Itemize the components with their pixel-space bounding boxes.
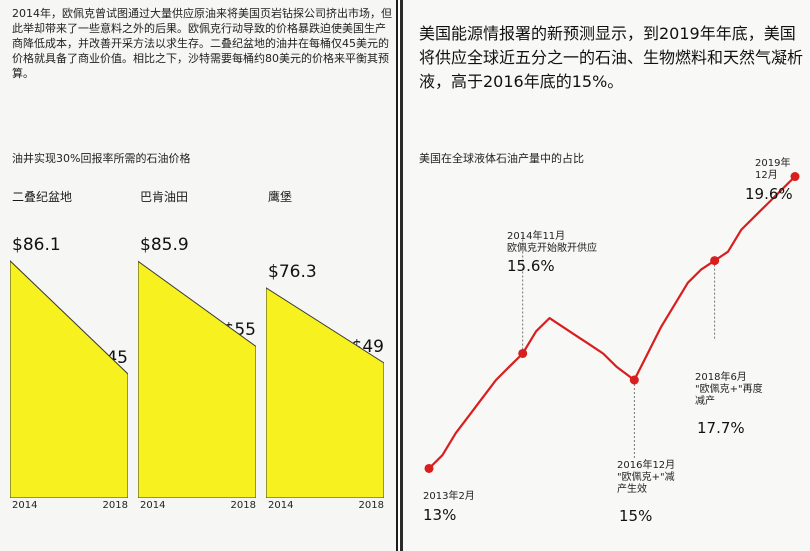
start-value-label: $85.9 bbox=[140, 235, 189, 256]
ann-2016-label: 2016年12月 "欧佩克+"减 产生效 bbox=[617, 460, 676, 495]
highlight-point bbox=[790, 172, 800, 182]
share-series-line bbox=[428, 175, 796, 470]
intro-text: 2014年，欧佩克曾试图通过大量供应原油来将美国页岩钻探公司挤出市场，但此举却带… bbox=[12, 7, 392, 80]
price-area bbox=[138, 260, 256, 498]
x-tick-end: 2018 bbox=[230, 500, 256, 511]
area-plot bbox=[10, 260, 128, 498]
ann-2018-label: 2018年6月 "欧佩克+"再度 减产 bbox=[695, 372, 763, 407]
bakken-panel: 巴肯油田 $85.9 $55 2014 2018 bbox=[138, 188, 256, 513]
highlight-points bbox=[424, 172, 800, 473]
area-plot bbox=[266, 287, 384, 498]
share-chart-title: 美国在全球液体石油产量中的占比 bbox=[419, 152, 584, 165]
share-line-chart bbox=[424, 172, 800, 473]
ann-2013-value: 13% bbox=[423, 506, 457, 524]
x-tick-start: 2014 bbox=[12, 500, 38, 511]
start-value-label: $76.3 bbox=[268, 261, 317, 282]
ann-2016-value: 15% bbox=[619, 507, 653, 525]
price-area bbox=[266, 287, 384, 498]
panel-name: 鹰堡 bbox=[268, 190, 293, 204]
x-tick-end: 2018 bbox=[102, 500, 128, 511]
ann-2013-date: 2013年2月 bbox=[423, 491, 475, 502]
panel-name: 巴肯油田 bbox=[140, 190, 189, 204]
guide-lines bbox=[522, 235, 716, 460]
headline: 美国能源情报署的新预测显示，到2019年年底，美国将供应全球近五分之一的石油、生… bbox=[419, 24, 804, 91]
highlight-point bbox=[710, 256, 720, 266]
ann-2014-value: 15.6% bbox=[507, 257, 555, 275]
ann-2019-label: 2019年 12月 bbox=[755, 158, 791, 181]
ann-2018-value: 17.7% bbox=[697, 419, 745, 437]
eagle-ford-panel: 鹰堡 $76.3 $49 2014 2018 bbox=[266, 188, 384, 513]
area-plot bbox=[138, 260, 256, 498]
ann-2019-value: 19.6% bbox=[745, 185, 793, 203]
x-tick-start: 2014 bbox=[268, 500, 294, 511]
highlight-point bbox=[518, 348, 528, 358]
left-panel: 2014年，欧佩克曾试图通过大量供应原油来将美国页岩钻探公司挤出市场，但此举却带… bbox=[0, 0, 398, 551]
start-value-label: $86.1 bbox=[12, 234, 61, 255]
ann-2014-label: 2014年11月 欧佩克开始敞开供应 bbox=[507, 231, 597, 254]
highlight-point bbox=[424, 463, 434, 473]
x-tick-start: 2014 bbox=[140, 500, 166, 511]
highlight-point bbox=[629, 375, 639, 385]
right-panel: 美国能源情报署的新预测显示，到2019年年底，美国将供应全球近五分之一的石油、生… bbox=[400, 0, 810, 551]
panel-name: 二叠纪盆地 bbox=[12, 190, 73, 204]
price-area bbox=[10, 260, 128, 498]
breakeven-chart-title: 油井实现30%回报率所需的石油价格 bbox=[12, 152, 191, 165]
x-tick-end: 2018 bbox=[358, 500, 384, 511]
permian-panel: 二叠纪盆地 $86.1 $45 2014 2018 bbox=[10, 188, 128, 513]
